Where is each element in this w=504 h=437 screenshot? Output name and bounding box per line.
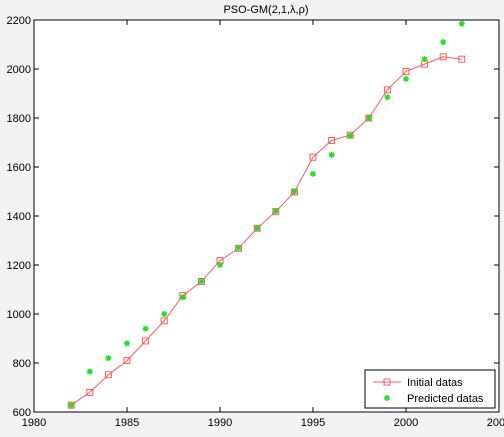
x-tick-label: 2005: [487, 417, 504, 429]
star-stroke: [142, 326, 149, 332]
legend-predicted-label: Predicted datas: [407, 393, 484, 405]
star-stroke: [291, 188, 298, 195]
initial-datas-point: [142, 337, 150, 345]
star-stroke: [273, 208, 279, 214]
star-stroke: [310, 171, 316, 177]
x-tick-label: 1980: [22, 417, 46, 429]
x-tick-label: 1995: [301, 417, 325, 429]
predicted-datas-point: [440, 39, 447, 46]
initial-datas-point: [104, 371, 112, 379]
predicted-datas-point: [105, 355, 112, 362]
legend-box: [364, 369, 496, 409]
predicted-datas-point: [198, 278, 205, 285]
y-tick-label: 800: [13, 358, 31, 370]
star-stroke: [180, 294, 186, 300]
predicted-datas-point: [68, 402, 75, 409]
predicted-datas-point: [272, 208, 279, 215]
plot-area: [33, 19, 500, 413]
predicted-datas-point: [86, 368, 93, 375]
initial-datas-point: [123, 357, 131, 365]
star-stroke: [161, 311, 167, 317]
star-stroke: [68, 402, 74, 408]
initial-datas-point: [328, 137, 336, 145]
predicted-datas-point: [458, 20, 465, 27]
star-stroke: [124, 340, 130, 347]
initial-datas-line: [70, 56, 462, 406]
x-tick-label: 1990: [208, 417, 232, 429]
y-tick-label: 1400: [7, 211, 31, 223]
y-tick-label: 1800: [7, 113, 31, 125]
x-tick-label: 1985: [115, 417, 139, 429]
star-stroke: [328, 152, 335, 158]
y-tick-label: 2200: [7, 15, 31, 27]
predicted-datas-point: [179, 294, 186, 301]
series-layer: [67, 20, 466, 409]
star-stroke: [459, 21, 465, 27]
initial-datas-point: [86, 388, 94, 396]
predicted-datas-point: [310, 170, 316, 177]
predicted-datas-point: [328, 151, 335, 158]
predicted-datas-point: [142, 325, 149, 332]
y-tick-label: 1000: [7, 309, 31, 321]
star-stroke: [384, 94, 391, 100]
predicted-datas-point: [124, 340, 130, 347]
y-tick-label: 1200: [7, 260, 31, 272]
y-tick-label: 2000: [7, 64, 31, 76]
star-stroke: [198, 278, 205, 285]
star-stroke: [217, 262, 223, 268]
chart-title: PSO-GM(2,1,λ,ρ): [223, 4, 308, 16]
predicted-datas-point: [403, 75, 409, 82]
predicted-datas-point: [291, 188, 298, 195]
predicted-datas-point: [217, 262, 223, 268]
star-stroke: [384, 395, 390, 401]
star-stroke: [254, 225, 260, 231]
y-tick-label: 600: [13, 407, 31, 419]
star-stroke: [403, 76, 409, 82]
predicted-datas-point: [235, 244, 242, 251]
initial-datas-point: [309, 153, 317, 161]
initial-datas-point: [439, 53, 447, 61]
star-stroke: [347, 132, 353, 139]
initial-datas-point: [402, 67, 410, 75]
star-stroke: [235, 245, 242, 251]
y-tick-label: 1600: [7, 162, 31, 174]
star-stroke: [421, 56, 428, 62]
predicted-datas-point: [347, 132, 354, 139]
predicted-datas-point: [365, 115, 372, 121]
legend: Initial datas Predicted datas: [364, 369, 496, 409]
axes: 1980 1985 1990 1995 2000 2005 600 800 1000 1200 14…: [7, 15, 504, 429]
initial-datas-point: [383, 86, 391, 94]
predicted-datas-point: [384, 94, 391, 101]
star-stroke: [366, 115, 372, 121]
predicted-datas-point: [421, 56, 428, 63]
initial-datas-point: [160, 317, 168, 325]
legend-initial-label: Initial datas: [407, 377, 463, 389]
star-stroke: [87, 368, 93, 375]
legend-predicted-marker: [384, 395, 390, 401]
predicted-datas-point: [161, 311, 168, 317]
predicted-datas-point: [254, 225, 261, 232]
initial-datas-point: [458, 55, 466, 63]
x-tick-label: 2000: [394, 417, 418, 429]
star-stroke: [105, 355, 112, 361]
legend-initial-marker: [383, 378, 391, 386]
star-stroke: [440, 39, 446, 45]
